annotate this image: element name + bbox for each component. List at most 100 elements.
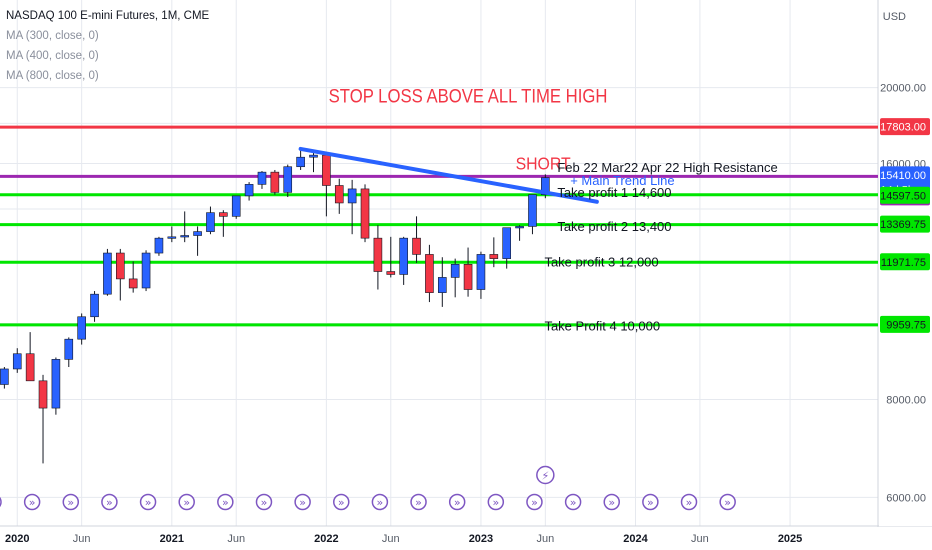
- price-label-badge[interactable]: [880, 215, 930, 233]
- main-trend-line[interactable]: [298, 146, 599, 204]
- candle-body[interactable]: [296, 156, 305, 168]
- dividend-event-icon[interactable]: [0, 495, 2, 510]
- candle-body[interactable]: [283, 166, 293, 193]
- dividend-event-glyph: »: [222, 496, 229, 509]
- dividend-event-glyph: »: [415, 496, 422, 509]
- time-tick-label: 2022: [314, 533, 338, 545]
- time-tick-label: Jun: [73, 533, 91, 545]
- trend-line-annotation[interactable]: + Main Trend Line: [570, 173, 674, 188]
- candle-body[interactable]: [25, 353, 35, 382]
- candle-body[interactable]: [116, 252, 125, 280]
- candle-body[interactable]: [180, 235, 189, 238]
- candle-body[interactable]: [373, 237, 383, 272]
- price-label-badge[interactable]: [880, 253, 930, 271]
- dividend-event-icon[interactable]: [101, 493, 118, 511]
- earnings-event-icon[interactable]: [536, 465, 555, 485]
- candle-body[interactable]: [103, 252, 112, 295]
- take-profit-4-annotation[interactable]: Take Profit 4 10,000: [544, 318, 660, 333]
- candle-body[interactable]: [270, 171, 280, 193]
- indicator-ma-800[interactable]: MA (800, close, 0): [6, 70, 99, 82]
- dividend-event-icon[interactable]: [410, 493, 427, 511]
- short-annotation[interactable]: SHORT: [516, 154, 571, 174]
- indicator-ma-300[interactable]: MA (300, close, 0): [6, 30, 99, 42]
- dividend-event-icon[interactable]: [603, 493, 620, 511]
- dividend-event-glyph: »: [686, 496, 693, 509]
- candle-body[interactable]: [334, 185, 344, 204]
- time-tick-label: 2020: [5, 533, 29, 545]
- price-label-badge[interactable]: [880, 118, 930, 136]
- take-profit-3-annotation[interactable]: Take profit 3 12,000: [544, 255, 658, 270]
- take-profit-2-annotation[interactable]: Take profit 2 13,400: [557, 219, 671, 234]
- dividend-event-icon[interactable]: [294, 493, 311, 511]
- dividend-event-icon[interactable]: [139, 493, 157, 511]
- dividend-event-icon[interactable]: [255, 493, 273, 511]
- candle-body[interactable]: [476, 254, 486, 290]
- candle-body[interactable]: [515, 226, 524, 229]
- candle-body[interactable]: [77, 316, 86, 340]
- candle-body[interactable]: [206, 212, 215, 232]
- dividend-event-icon[interactable]: [333, 493, 350, 511]
- dividend-event-icon[interactable]: [564, 493, 582, 511]
- indicator-ma-400[interactable]: MA (400, close, 0): [6, 50, 99, 62]
- candle-body[interactable]: [437, 277, 447, 293]
- stop-loss-annotation[interactable]: STOP LOSS ABOVE ALL TIME HIGH: [329, 85, 608, 106]
- dividend-event-icon[interactable]: [526, 493, 543, 511]
- candle-body[interactable]: [322, 154, 331, 186]
- dividend-event-icon[interactable]: [448, 493, 466, 511]
- candle-body[interactable]: [463, 263, 473, 290]
- dividend-event-icon[interactable]: [23, 493, 41, 511]
- candle-body[interactable]: [399, 237, 408, 275]
- dividend-event-icon[interactable]: [217, 493, 234, 511]
- candle-body[interactable]: [193, 231, 202, 236]
- chart-legend: NASDAQ 100 E-mini Futures, 1M, CME MA (3…: [6, 6, 209, 86]
- price-label-badge[interactable]: [880, 186, 930, 204]
- candle-body[interactable]: [244, 184, 254, 197]
- time-tick-label: Jun: [536, 533, 554, 545]
- dividend-event-glyph: »: [29, 496, 36, 509]
- dividend-event-glyph: »: [338, 496, 345, 509]
- dividend-event-icon[interactable]: [62, 493, 80, 511]
- price-tick-label: 8000.00: [886, 394, 926, 406]
- candle-body[interactable]: [219, 212, 228, 217]
- dividend-event-glyph: »: [67, 496, 74, 509]
- candle-body[interactable]: [489, 254, 499, 259]
- candle-body[interactable]: [541, 177, 550, 195]
- dividend-event-icon[interactable]: [178, 493, 195, 511]
- price-label-text: 17803.00: [880, 122, 926, 134]
- candle-body[interactable]: [141, 252, 151, 289]
- candle-body[interactable]: [64, 338, 74, 360]
- candle-body[interactable]: [154, 237, 164, 254]
- dividend-event-icon[interactable]: [642, 493, 659, 511]
- candle-body[interactable]: [51, 359, 61, 409]
- candle-body[interactable]: [0, 368, 9, 385]
- candle-body[interactable]: [450, 263, 460, 278]
- price-label-badge[interactable]: [880, 315, 930, 333]
- dividend-event-glyph: »: [261, 496, 268, 509]
- candle-body[interactable]: [38, 380, 48, 409]
- candle-body[interactable]: [412, 237, 421, 255]
- candle-body[interactable]: [257, 171, 267, 185]
- dividend-event-icon[interactable]: [371, 493, 389, 511]
- candle-body[interactable]: [167, 236, 177, 239]
- candle-body[interactable]: [360, 188, 370, 239]
- candle-body[interactable]: [309, 154, 318, 158]
- candle-body[interactable]: [386, 271, 396, 275]
- dividend-event-icon[interactable]: [680, 493, 698, 511]
- resistance-annotation[interactable]: Feb 22 Mar22 Apr 22 High Resistance: [557, 160, 777, 175]
- symbol-title[interactable]: NASDAQ 100 E-mini Futures, 1M, CME: [6, 10, 210, 22]
- dividend-event-icon[interactable]: [719, 493, 736, 511]
- price-label-text: 13369.75: [880, 219, 926, 231]
- candle-body[interactable]: [502, 227, 512, 259]
- candle-body[interactable]: [347, 188, 357, 204]
- candle-body[interactable]: [528, 194, 537, 227]
- candle-body[interactable]: [425, 254, 434, 293]
- time-tick-label: Jun: [382, 533, 400, 545]
- candle-body[interactable]: [90, 293, 99, 318]
- candle-body[interactable]: [231, 195, 241, 217]
- dividend-event-icon[interactable]: [487, 493, 505, 511]
- earnings-event-glyph: ⚡: [541, 470, 549, 483]
- take-profit-1-annotation[interactable]: Take profit 1 14,600: [557, 185, 671, 200]
- candle-body[interactable]: [128, 278, 138, 289]
- candle-body[interactable]: [12, 353, 22, 370]
